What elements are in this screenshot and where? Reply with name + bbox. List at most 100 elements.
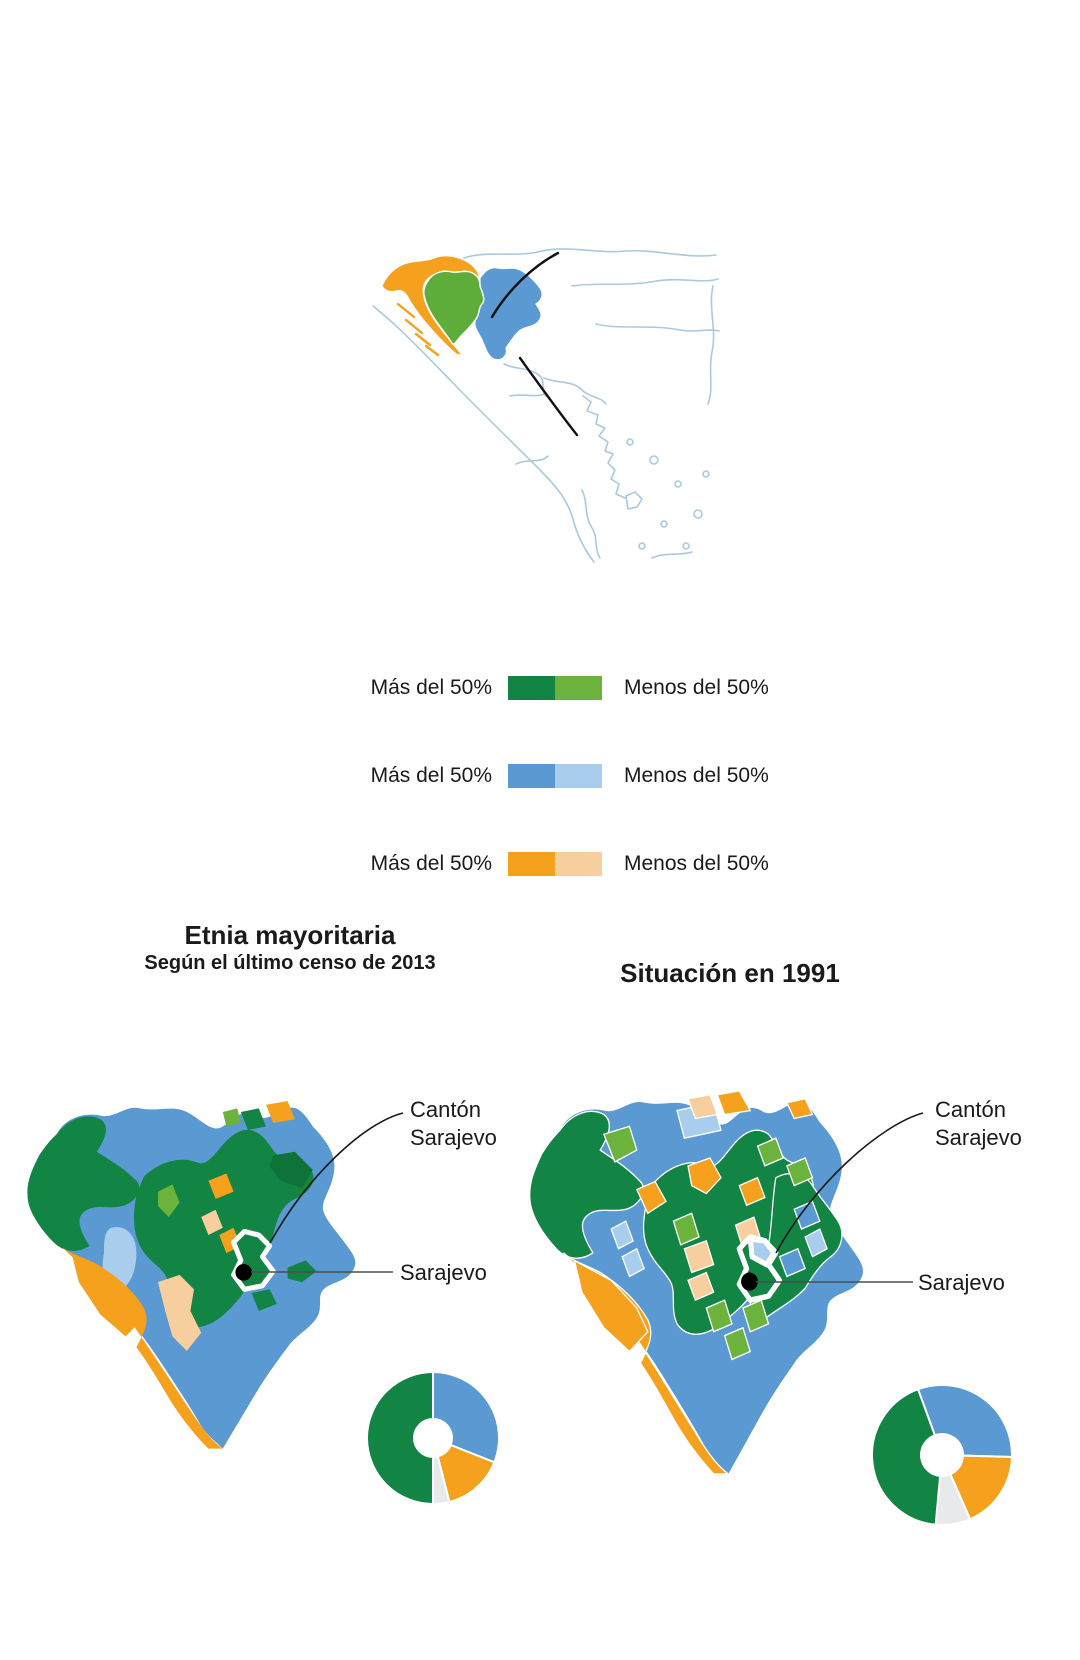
map-region-patch [266,1101,295,1123]
map-region-patch [222,1108,241,1127]
map-region-patch [723,1326,752,1361]
map-region-patch [269,1151,313,1188]
map-region-patch [716,1090,752,1116]
legend-row-green: Más del 50% Menos del 50% [342,676,769,700]
sarajevo-city-label: Sarajevo [918,1270,1005,1295]
map-1991: Cantón Sarajevo Sarajevo [529,1090,1022,1526]
canton-label-line2: Sarajevo [935,1125,1022,1150]
map-region-patch [626,438,634,446]
map-region-patch [682,542,690,550]
legend-swatch-orange-dark [508,852,555,876]
map-region-patch [621,1247,645,1278]
map-region-patch [625,491,643,510]
legend-row-blue: Más del 50% Menos del 50% [342,764,769,788]
map-region-patch [793,1200,821,1230]
map-region-patch [158,1184,180,1217]
map-region-patch [71,1253,144,1337]
map-region-patch [509,393,546,397]
map-region-patch [738,1176,766,1207]
donut-chart-1991 [871,1384,1014,1526]
canton-sarajevo-1991-north-part [747,1236,777,1268]
left-map-title-line1: Etnia mayoritaria [184,920,396,950]
map-region-patch [240,1108,266,1131]
sarajevo-city-dot [741,1272,758,1291]
donut-slice-orange [436,1443,496,1504]
canton-label-line2: Sarajevo [410,1125,497,1150]
left-map-title-line2: Según el último censo de 2013 [144,952,436,974]
map-region-patch [424,344,440,357]
map-region-patch [742,1299,770,1333]
map-region-patch [573,1259,649,1353]
map-region-patch [674,480,682,488]
map-region-patch [687,1271,715,1302]
map-region-patch [635,1180,667,1215]
map-region-patch [785,1097,814,1120]
map-region-patch [687,1093,719,1120]
legend-less-label: Menos del 50% [624,852,769,875]
map-region-patch [705,1299,733,1333]
map-region-patch [602,1125,638,1163]
map-region-patch [515,455,549,465]
ethnicity-legend: Más del 50% Menos del 50% Más del 50% Me… [342,676,769,940]
map-region-patch [660,520,668,528]
map-region-patch [463,248,717,259]
map-region-patch [651,551,693,559]
map-2013: Cantón Sarajevo Sarajevo [27,1097,500,1506]
callout-arc-bottom [518,356,579,437]
donut-slice-blue [916,1384,1013,1458]
balkans-locator-map [372,248,720,563]
right-map-title: Situación en 1991 [620,958,840,988]
locator-croatia-shape [381,255,481,357]
map-region-patch [683,1240,715,1274]
map-region-patch [414,332,432,347]
canton-leader-line [775,1112,924,1254]
legend-swatch-green-light [555,676,602,700]
map-region-patch [786,1157,814,1187]
donut-slice-green [871,1387,942,1526]
canton-label-line1: Cantón [935,1097,1006,1122]
legend-swatch-blue-light [555,764,602,788]
map-region-patch [778,1247,806,1278]
map-region-patch [208,1173,234,1199]
map-2013-regions [27,1101,356,1449]
map-region-patch [693,509,703,519]
sarajevo-city-dot [235,1264,252,1281]
map-region-patch [404,318,424,335]
donut-chart-2013 [366,1370,500,1506]
legend-more-label: Más del 50% [370,764,492,787]
locator-serbia-shape [474,267,543,361]
sarajevo-city-label: Sarajevo [400,1260,487,1285]
map-region-patch [581,489,601,559]
map-region-patch [158,1274,202,1351]
map-region-patch [610,1220,634,1250]
map-region-patch [251,1289,277,1312]
map-region-patch [60,1245,223,1449]
donut-slice-blue [432,1370,500,1464]
legend-less-label: Menos del 50% [624,764,769,787]
legend-swatch-orange-light [555,852,602,876]
map-region-patch [372,305,595,563]
locator-croatia-islands [396,302,440,357]
map-region-patch [543,377,607,405]
map-region-patch [27,1116,140,1251]
map-region-patch [582,395,626,499]
legend-more-label: Más del 50% [370,676,492,699]
map-region-patch [503,363,547,397]
map-region-patch [529,1110,644,1259]
map-region-patch [595,323,720,332]
map-region-patch [571,278,719,287]
legend-swatch-blue-dark [508,764,555,788]
map-region-patch [201,1209,223,1236]
map-region-patch [707,285,715,405]
locator-neighbor-borders [372,248,720,563]
legend-more-label: Más del 50% [370,852,492,875]
map-region-patch [702,470,710,478]
map-region-patch [649,455,659,465]
donut-slice-orange [949,1454,1014,1521]
map-region-patch [672,1212,700,1246]
map-region-patch [638,542,646,550]
donut-slice-green [366,1370,434,1506]
canton-sarajevo-2013 [231,1228,276,1292]
locator-bosnia-shape [423,270,485,345]
